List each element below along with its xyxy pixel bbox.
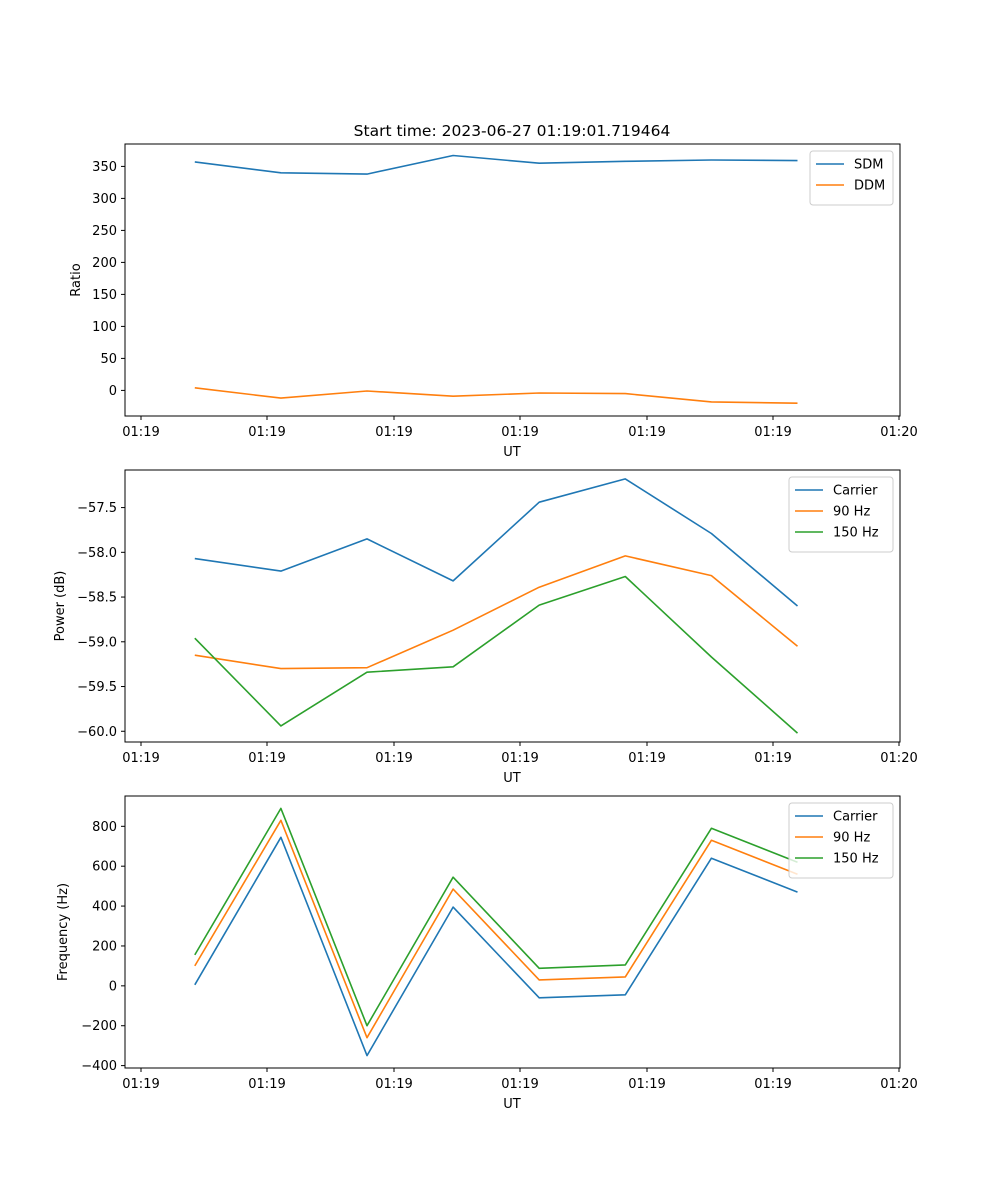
frequency-y-tick-label: −200 [81, 1019, 117, 1034]
power-x-tick-label: 01:20 [880, 751, 917, 766]
frequency-legend: Carrier 90 Hz 150 Hz [788, 802, 894, 879]
frequency-legend-label: Carrier [833, 810, 878, 825]
frequency-x-tick-label: 01:19 [628, 1077, 665, 1092]
power-y-tick-label: −60.0 [77, 725, 117, 740]
frequency-x-axis-label: UT [503, 1097, 521, 1112]
frequency-y-tick-label: 800 [92, 820, 117, 835]
frequency-x-tick-label: 01:20 [880, 1077, 917, 1092]
frequency-y-tick-label: −400 [81, 1059, 117, 1074]
frequency-plot-area: 01:19 01:19 01:19 01:19 01:19 01:19 01:20 −400 −… [81, 802, 918, 1092]
power-x-tick-label: 01:19 [754, 751, 791, 766]
ratio-legend-label: DDM [854, 179, 885, 194]
frequency-x-tick-label: 01:19 [501, 1077, 538, 1092]
power-legend-label: 90 Hz [833, 505, 870, 520]
frequency-x-tick-label: 01:19 [754, 1077, 791, 1092]
power-x-tick-label: 01:19 [628, 751, 665, 766]
ratio-plot-frame [124, 143, 901, 417]
power-x-axis-label: UT [503, 771, 521, 786]
power-series-line-90-hz [194, 555, 799, 670]
frequency-y-axis-label: Frequency (Hz) [56, 883, 71, 981]
ratio-legend: SDM DDM [809, 150, 894, 206]
frequency-legend-frame [788, 802, 894, 879]
ratio-x-tick-label: 01:19 [501, 425, 538, 440]
frequency-series-line-carrier [194, 836, 798, 1057]
power-y-tick-label: −58.5 [77, 591, 117, 606]
frequency-y-tick-label: 0 [109, 979, 117, 994]
ratio-x-tick-label: 01:19 [754, 425, 791, 440]
ratio-panel: Ratio UT 01:19 01:19 01:19 01:19 01:19 01:19 0… [69, 143, 918, 460]
ratio-series-line-sdm [194, 154, 798, 175]
ratio-y-tick-label: 150 [92, 288, 117, 303]
ratio-legend-label: SDM [854, 158, 883, 173]
ratio-x-tick-label: 01:19 [248, 425, 285, 440]
power-legend-frame [788, 476, 894, 553]
frequency-x-tick-label: 01:19 [375, 1077, 412, 1092]
power-y-tick-label: −58.0 [77, 546, 117, 561]
frequency-x-tick-label: 01:19 [122, 1077, 159, 1092]
ratio-y-tick-label: 100 [92, 320, 117, 335]
power-plot-frame [124, 469, 901, 743]
ratio-series-line-ddm [194, 387, 798, 404]
power-legend-label: Carrier [833, 484, 878, 499]
ratio-y-tick-label: 300 [92, 192, 117, 207]
power-x-tick-label: 01:19 [501, 751, 538, 766]
frequency-y-tick-label: 400 [92, 900, 117, 915]
ratio-y-tick-label: 50 [100, 352, 117, 367]
ratio-y-axis-label: Ratio [69, 263, 84, 296]
frequency-y-tick-label: 600 [92, 860, 117, 875]
ratio-y-tick-label: 350 [92, 160, 117, 175]
ratio-plot-area: 01:19 01:19 01:19 01:19 01:19 01:19 01:20 0 50 10… [92, 150, 918, 440]
frequency-legend-label: 90 Hz [833, 831, 870, 846]
power-y-tick-label: −59.0 [77, 635, 117, 650]
ratio-x-axis-label: UT [503, 445, 521, 460]
power-plot-area: 01:19 01:19 01:19 01:19 01:19 01:19 01:20 −60.0… [77, 476, 918, 766]
ratio-x-tick-label: 01:19 [628, 425, 665, 440]
power-legend-label: 150 Hz [833, 526, 879, 541]
ratio-x-tick-label: 01:20 [880, 425, 917, 440]
ratio-y-tick-label: 250 [92, 224, 117, 239]
frequency-series-line-150-hz [194, 807, 798, 1027]
power-series-line-150-hz [194, 575, 799, 734]
power-legend: Carrier 90 Hz 150 Hz [788, 476, 894, 553]
power-panel: Power (dB) UT 01:19 01:19 01:19 01:19 01:19 0… [53, 469, 918, 786]
frequency-legend-label: 150 Hz [833, 852, 879, 867]
power-y-axis-label: Power (dB) [53, 571, 68, 642]
ratio-y-tick-label: 200 [92, 256, 117, 271]
frequency-plot-frame [124, 795, 901, 1069]
ratio-x-tick-label: 01:19 [375, 425, 412, 440]
ratio-x-tick-label: 01:19 [122, 425, 159, 440]
frequency-y-tick-label: 200 [92, 939, 117, 954]
power-x-tick-label: 01:19 [122, 751, 159, 766]
power-x-tick-label: 01:19 [248, 751, 285, 766]
power-y-tick-label: −57.5 [77, 501, 117, 516]
frequency-panel: Frequency (Hz) UT 01:19 01:19 01:19 01:19 01… [56, 795, 918, 1112]
power-series-line-carrier [194, 478, 799, 607]
frequency-series-line-90-hz [194, 819, 798, 1039]
power-x-tick-label: 01:19 [375, 751, 412, 766]
ratio-y-tick-label: 0 [109, 384, 117, 399]
figure-title: Start time: 2023-06-27 01:19:01.719464 [354, 122, 671, 140]
power-y-tick-label: −59.5 [77, 680, 117, 695]
frequency-x-tick-label: 01:19 [248, 1077, 285, 1092]
